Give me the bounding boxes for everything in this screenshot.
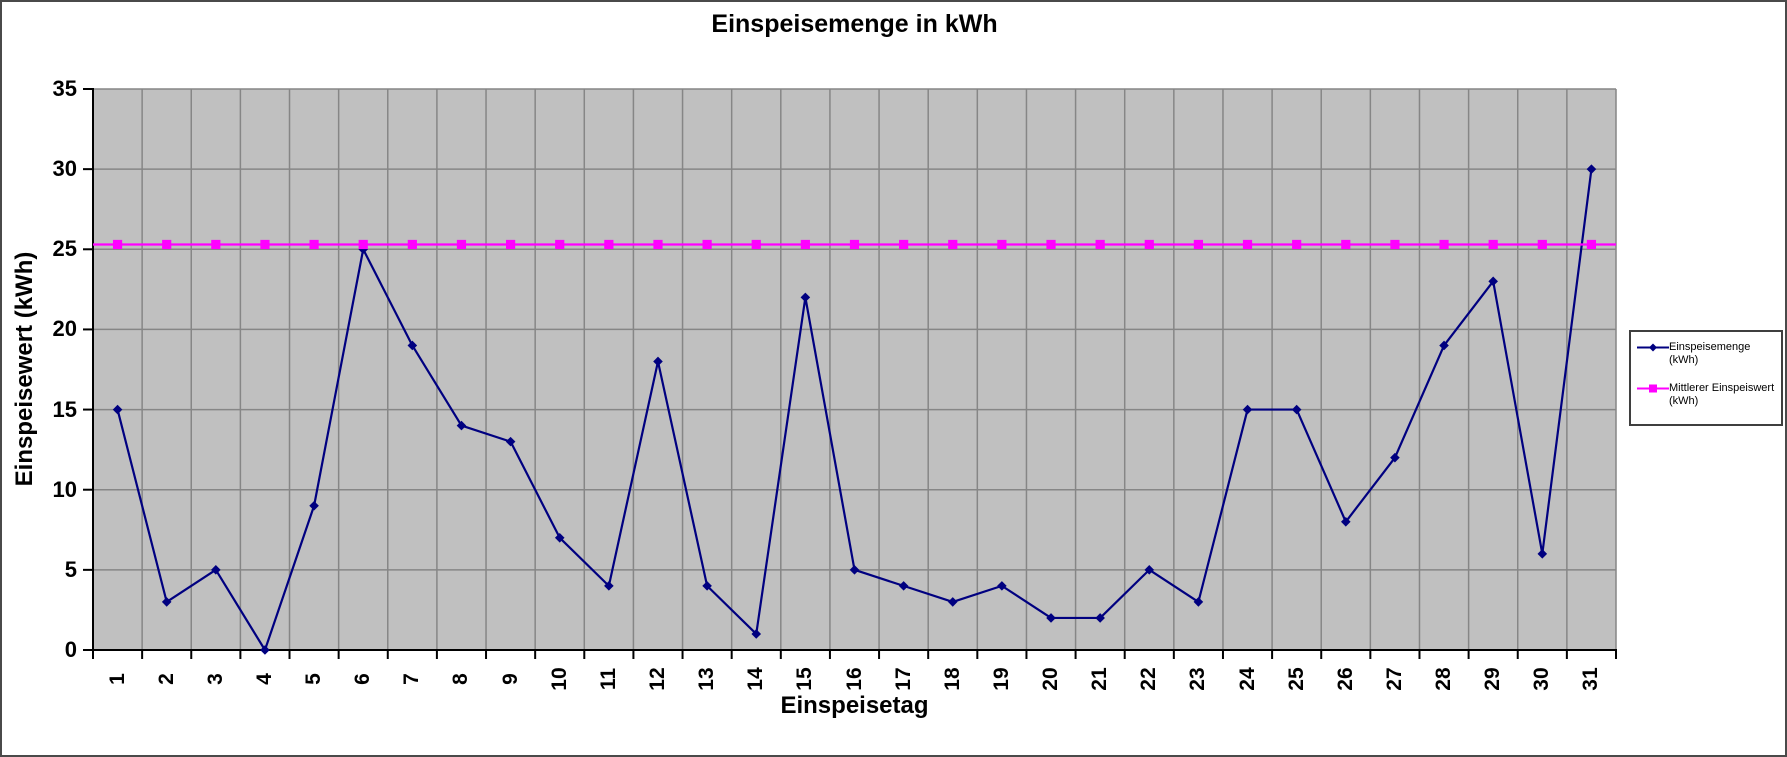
y-tick-label: 30 xyxy=(52,156,77,182)
series-mittelwert-marker xyxy=(604,239,614,250)
chart-title: Einspeisemenge in kWh xyxy=(711,10,998,38)
series-mittelwert-marker xyxy=(505,239,516,250)
series-mittelwert-marker xyxy=(456,239,467,250)
y-tick-label: 35 xyxy=(52,76,77,101)
plot-background xyxy=(93,89,1616,650)
series-einspeisemenge-marker xyxy=(1291,404,1302,415)
series-einspeisemenge-marker xyxy=(1242,404,1253,415)
series-mittelwert-marker xyxy=(1341,239,1351,250)
y-tick-label: 15 xyxy=(52,396,77,422)
series-mittelwert-marker xyxy=(358,239,368,250)
series-einspeisemenge-marker xyxy=(211,565,221,575)
legend-label-einspeisemenge: Einspeisemenge (kWh) xyxy=(1669,341,1750,367)
y-tick-label: 0 xyxy=(64,637,77,662)
series-mittelwert-marker xyxy=(1439,239,1449,250)
legend: Einspeisemenge (kWh) Mittlerer Einspeisw… xyxy=(1629,330,1783,426)
series-einspeisemenge-marker xyxy=(800,292,811,303)
y-tick-label: 10 xyxy=(52,476,77,502)
y-tick-label: 25 xyxy=(52,236,77,262)
series-einspeisemenge-marker xyxy=(112,404,123,415)
series-mittelwert-marker xyxy=(211,239,221,250)
series-einspeisemenge-marker xyxy=(161,597,172,607)
series-mittelwert-marker xyxy=(1095,239,1105,250)
series-mittelwert-marker xyxy=(1488,239,1498,250)
series-mittelwert-marker xyxy=(653,239,663,250)
series-einspeisemenge-marker xyxy=(1046,613,1056,623)
line-diamond-marker-icon xyxy=(1637,341,1669,354)
series-mittelwert-marker xyxy=(997,239,1007,250)
legend-label-mittlerer-einspeiswert: Mittlerer Einspeiswert (kWh) xyxy=(1669,382,1774,408)
series-einspeisemenge-marker xyxy=(456,420,467,431)
series-mittelwert-marker xyxy=(112,239,123,250)
series-einspeisemenge-marker xyxy=(1488,276,1498,287)
series-mittelwert-marker xyxy=(1390,239,1400,250)
legend-item-einspeisemenge: Einspeisemenge (kWh) xyxy=(1637,341,1778,367)
series-einspeisemenge-marker xyxy=(1439,340,1449,351)
series-mittelwert-marker xyxy=(162,239,172,250)
series-mittelwert-marker xyxy=(1292,239,1302,250)
series-mittelwert-marker xyxy=(800,239,810,250)
legend-label-line1: Mittlerer Einspeiswert xyxy=(1669,382,1775,394)
series-einspeisemenge-marker xyxy=(702,581,712,591)
series-mittelwert-marker xyxy=(1046,239,1056,250)
y-tick-label: 5 xyxy=(64,556,77,582)
series-mittelwert-marker xyxy=(1242,239,1253,250)
series-einspeisemenge-marker xyxy=(1390,452,1400,463)
series-mittelwert-marker xyxy=(702,239,712,250)
series-mittelwert-marker xyxy=(1586,239,1597,250)
series-mittelwert-marker xyxy=(555,239,565,250)
series-einspeisemenge-marker xyxy=(505,436,516,447)
legend-label-line2: (kWh) xyxy=(1669,354,1699,366)
series-einspeisemenge-marker xyxy=(1340,516,1351,527)
square-marker-sample-icon xyxy=(1637,384,1669,393)
series-einspeisemenge-marker xyxy=(653,356,663,367)
series-mittelwert-marker xyxy=(849,239,860,250)
legend-label-line2: (kWh) xyxy=(1669,395,1699,407)
series-einspeisemenge-marker xyxy=(849,565,860,575)
series-einspeisemenge-marker xyxy=(898,581,909,591)
series-einspeisemenge-marker xyxy=(1095,613,1105,623)
x-axis-title: Einspeisetag xyxy=(780,692,929,719)
series-mittelwert-marker xyxy=(1193,239,1204,250)
series-einspeisemenge-marker xyxy=(604,581,614,591)
series-einspeisemenge-marker xyxy=(947,597,958,607)
y-tick-label: 20 xyxy=(52,316,77,342)
series-einspeisemenge-marker xyxy=(1193,597,1204,607)
series-einspeisemenge-marker xyxy=(1144,565,1155,575)
series-mittelwert-marker xyxy=(1144,239,1154,250)
series-mittelwert-marker xyxy=(309,239,319,250)
series-einspeisemenge-marker xyxy=(358,244,369,255)
line-square-marker-icon xyxy=(1637,382,1669,395)
series-mittelwert-marker xyxy=(751,239,761,250)
series-einspeisemenge-marker xyxy=(554,533,565,543)
series-einspeisemenge-marker xyxy=(309,500,319,511)
legend-label-line1: Einspeisemenge xyxy=(1669,341,1751,353)
series-einspeisemenge-marker xyxy=(751,629,762,639)
series-mittelwert-marker xyxy=(260,239,270,250)
series-mittelwert-marker xyxy=(1537,239,1547,250)
legend-item-mittlerer-einspeiswert: Mittlerer Einspeiswert (kWh) xyxy=(1637,382,1778,408)
series-mittelwert-marker xyxy=(899,239,909,250)
series-mittelwert-marker xyxy=(407,239,417,250)
series-einspeisemenge-marker xyxy=(1537,549,1548,559)
diamond-marker-sample-icon xyxy=(1637,343,1669,352)
series-mittelwert-marker xyxy=(948,239,958,250)
series-einspeisemenge-marker xyxy=(997,581,1007,591)
series-einspeisemenge-marker xyxy=(260,645,270,655)
series-einspeisemenge-marker xyxy=(1586,164,1597,174)
series-einspeisemenge-marker xyxy=(407,340,418,351)
